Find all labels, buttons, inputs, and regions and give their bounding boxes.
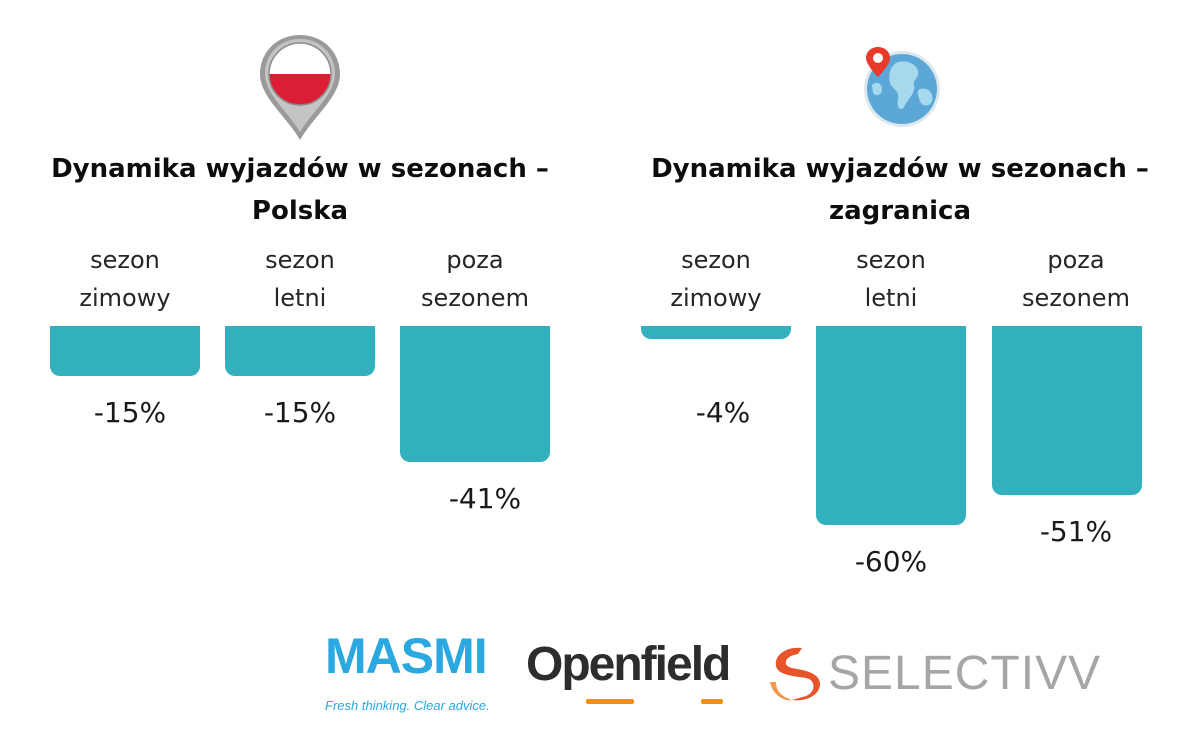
value-label: -4% — [695, 396, 751, 429]
masmi-logo: MASMI Fresh thinking. Clear advice. — [325, 628, 500, 723]
bar-poza-sezonem — [400, 326, 550, 463]
chart-title: Dynamika wyjazdów w sezonach – Polska — [51, 154, 549, 226]
poland-flag-pin-icon — [260, 35, 340, 140]
category-label: sezon letni — [265, 246, 335, 312]
value-label: -15% — [263, 396, 337, 429]
category-label: sezon zimowy — [670, 246, 762, 312]
openfield-accent-icon — [586, 699, 723, 704]
value-label: -51% — [1039, 515, 1113, 549]
selectivv-logo: SELECTIVV — [762, 640, 1100, 710]
globe-pin-icon — [864, 47, 940, 127]
category-label: sezon zimowy — [79, 246, 171, 312]
masmi-logo-text: MASMI — [325, 628, 488, 684]
openfield-logo-text: Openfield — [526, 638, 731, 691]
bar-sezon-zimowy — [641, 326, 791, 340]
bar-poza-sezonem — [992, 326, 1142, 496]
category-label: sezon letni — [856, 246, 926, 312]
value-label: -41% — [448, 482, 522, 516]
category-label: poza sezonem — [421, 246, 529, 312]
masmi-tagline: Fresh thinking. Clear advice. — [325, 698, 490, 713]
value-label: -15% — [93, 396, 167, 429]
openfield-logo: Openfield — [526, 638, 731, 708]
bar-sezon-zimowy — [50, 326, 200, 376]
chart-title: Dynamika wyjazdów w sezonach – zagranica — [651, 154, 1149, 226]
category-label: poza sezonem — [1022, 246, 1130, 312]
bar-sezon-letni — [816, 326, 966, 526]
bar-sezon-letni — [225, 326, 375, 376]
selectivv-logo-text: SELECTIVV — [828, 647, 1102, 700]
selectivv-s-icon — [770, 647, 820, 701]
value-label: -60% — [854, 545, 928, 579]
